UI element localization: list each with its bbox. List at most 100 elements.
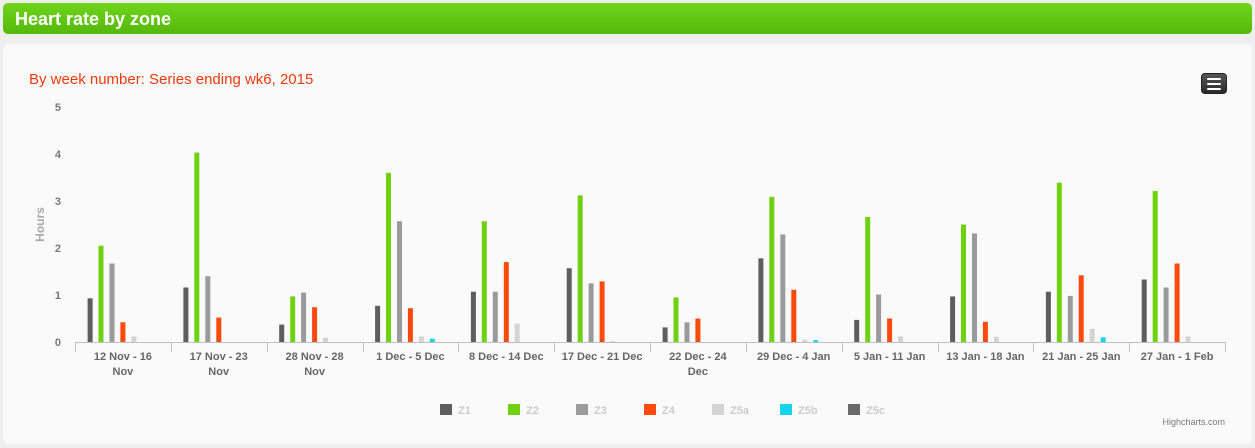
legend-label-z5b: Z5b [798,405,818,417]
x-tick-label: 5 Jan - 11 Jan [854,351,926,363]
x-tick-label: Nov [113,366,135,378]
legend-swatch-z5c [848,404,860,415]
bar-z5a-11 [1089,328,1095,342]
bar-z4-6 [599,281,605,342]
bar-z2-5 [481,221,487,342]
bar-z5a-1 [131,336,137,342]
header-bar: Heart rate by zone [3,3,1252,34]
bar-z1-2 [183,287,189,342]
chart-title: By week number: Series ending wk6, 2015 [29,71,313,88]
bar-z3-7 [684,322,690,342]
y-tick-label: 1 [55,290,61,302]
bar-z4-2 [216,317,222,342]
legend-swatch-z4 [644,404,656,415]
bar-z2-12 [1152,191,1158,342]
chart-menu-button[interactable] [1201,73,1227,94]
bar-z1-3 [279,324,285,342]
bar-z4-8 [791,289,797,342]
x-tick-label: 29 Dec - 4 Jan [757,351,831,363]
bar-z2-4 [386,172,391,342]
bar-z4-1 [120,322,126,342]
x-tick-label: 12 Nov - 16 [94,351,152,363]
legend-label-z5a: Z5a [730,405,750,417]
legend-label-z1: Z1 [458,405,471,417]
bar-z5b-8 [813,340,819,342]
bar-z3-6 [588,283,594,343]
bar-z5a-10 [993,336,999,342]
bar-z5a-8 [802,339,808,342]
x-tick-label: Nov [208,366,230,378]
x-tick-label: Nov [304,366,326,378]
x-tick-label: 22 Dec - 24 [669,351,727,363]
bar-z5b-11 [1100,337,1106,342]
legend-label-z5c: Z5c [866,405,885,417]
bar-z1-12 [1141,279,1147,342]
hamburger-line [1207,83,1221,85]
chart-credits: Highcharts.com [1162,417,1225,427]
x-tick-label: 8 Dec - 14 Dec [469,351,544,363]
bar-z3-5 [492,291,498,342]
bar-z3-12 [1163,287,1169,342]
legend-label-z4: Z4 [662,405,676,417]
bar-z2-3 [290,296,296,342]
legend-swatch-z3 [576,404,588,415]
y-tick-label: 4 [55,149,62,161]
bar-z1-1 [87,298,93,342]
chart-panel [3,44,1252,444]
y-tick-label: 2 [55,243,61,255]
bar-z1-7 [662,327,668,342]
bar-z3-10 [972,233,977,342]
bar-z3-2 [205,276,211,342]
x-tick-label: 1 Dec - 5 Dec [376,351,444,363]
x-tick-label: 27 Jan - 1 Feb [1141,351,1214,363]
x-tick-label: 13 Jan - 18 Jan [946,351,1025,363]
bar-z1-5 [470,291,476,342]
bar-z2-1 [98,245,104,342]
bar-z3-9 [876,294,882,342]
x-tick-label: 21 Jan - 25 Jan [1042,351,1121,363]
bar-z5a-4 [418,336,424,342]
bar-z5b-4 [429,338,435,342]
bar-z5a-12 [1185,336,1191,342]
y-tick-label: 3 [55,196,61,208]
x-tick-label: 17 Nov - 23 [190,351,248,363]
y-tick-label: 0 [55,337,61,349]
bar-z2-6 [577,195,583,342]
bar-z4-4 [407,308,413,342]
bar-z2-8 [769,196,775,342]
bar-z5a-6 [610,341,616,342]
bar-z3-3 [301,292,307,342]
x-tick-label: Dec [688,366,708,378]
bar-z3-1 [109,263,115,342]
bar-z3-11 [1067,295,1073,342]
bar-z2-9 [865,217,871,342]
bar-z3-8 [780,234,786,342]
page-title: Heart rate by zone [15,9,172,29]
bar-z1-6 [566,268,572,342]
bar-z2-11 [1056,182,1062,342]
x-tick-label: 17 Dec - 21 Dec [562,351,643,363]
bar-z3-4 [397,221,402,342]
bar-z1-9 [854,319,860,342]
hamburger-menu-icon [1207,78,1221,80]
bar-z5a-5 [514,323,520,342]
legend-swatch-z1 [440,404,452,415]
bar-z4-11 [1078,275,1084,342]
bar-z5a-9 [898,336,903,342]
legend-swatch-z2 [508,404,520,415]
bar-z4-9 [887,318,893,342]
bar-z2-2 [194,152,200,342]
legend-swatch-z5b [780,404,792,415]
legend-label-z3: Z3 [594,405,607,417]
bar-z1-10 [950,296,956,342]
bar-z2-10 [961,224,966,342]
bar-z4-5 [503,262,509,342]
bar-z1-11 [1045,291,1051,342]
y-axis-title: Hours [33,207,47,242]
bar-z1-8 [758,258,764,342]
x-tick-label: 28 Nov - 28 [286,351,344,363]
bar-z4-7 [695,318,701,342]
bar-z5a-3 [323,337,328,342]
bar-z2-7 [673,297,679,342]
